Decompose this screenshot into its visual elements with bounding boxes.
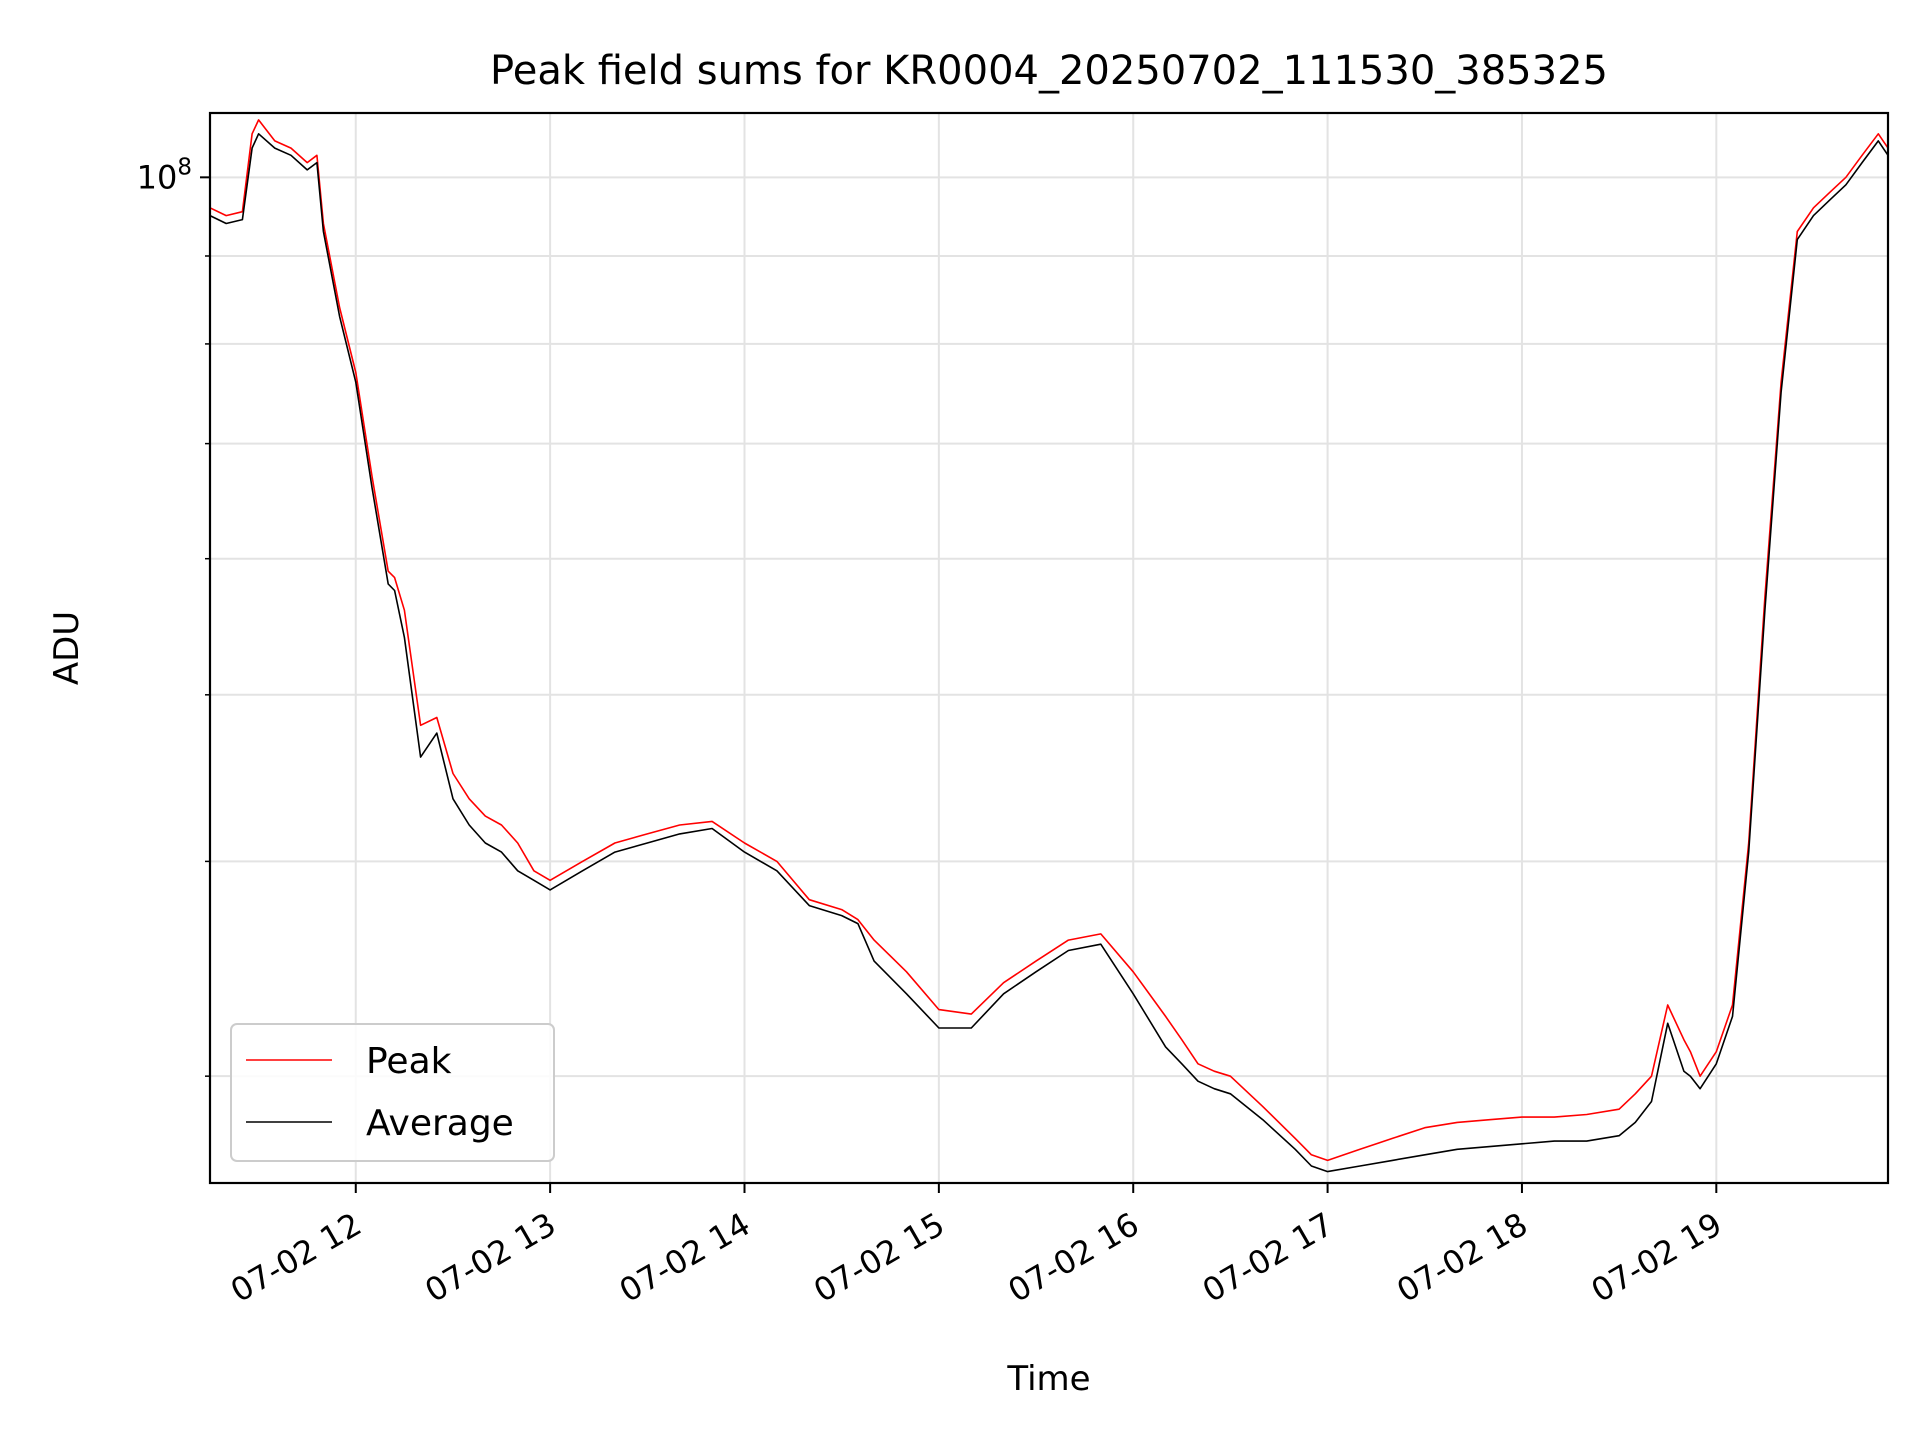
series-line-average — [209, 133, 1889, 1173]
x-tick-label: 07-02 19 — [1585, 1205, 1729, 1310]
legend: Peak Average — [230, 1023, 555, 1162]
chart-title: Peak field sums for KR0004_20250702_1115… — [490, 48, 1608, 94]
x-tick-label: 07-02 12 — [224, 1205, 368, 1310]
legend-box — [230, 1023, 555, 1162]
x-tick-label: 07-02 15 — [807, 1205, 951, 1310]
x-tick-label: 07-02 18 — [1390, 1205, 1534, 1310]
x-tick-label: 07-02 17 — [1196, 1205, 1340, 1310]
y-tick-label: 108 — [137, 154, 192, 196]
series-layer — [209, 119, 1889, 1173]
grid-layer — [210, 113, 1888, 1183]
x-tick-label: 07-02 14 — [613, 1205, 757, 1310]
x-tick-label: 07-02 13 — [419, 1205, 563, 1310]
x-axis-label: Time — [1006, 1359, 1090, 1399]
x-tick-label: 07-02 16 — [1002, 1205, 1146, 1310]
plot-frame — [208, 111, 1890, 1185]
legend-label-average: Average — [366, 1103, 514, 1144]
series-line-peak — [209, 119, 1889, 1162]
legend-label-peak: Peak — [366, 1041, 452, 1082]
y-axis-label: ADU — [47, 611, 87, 685]
